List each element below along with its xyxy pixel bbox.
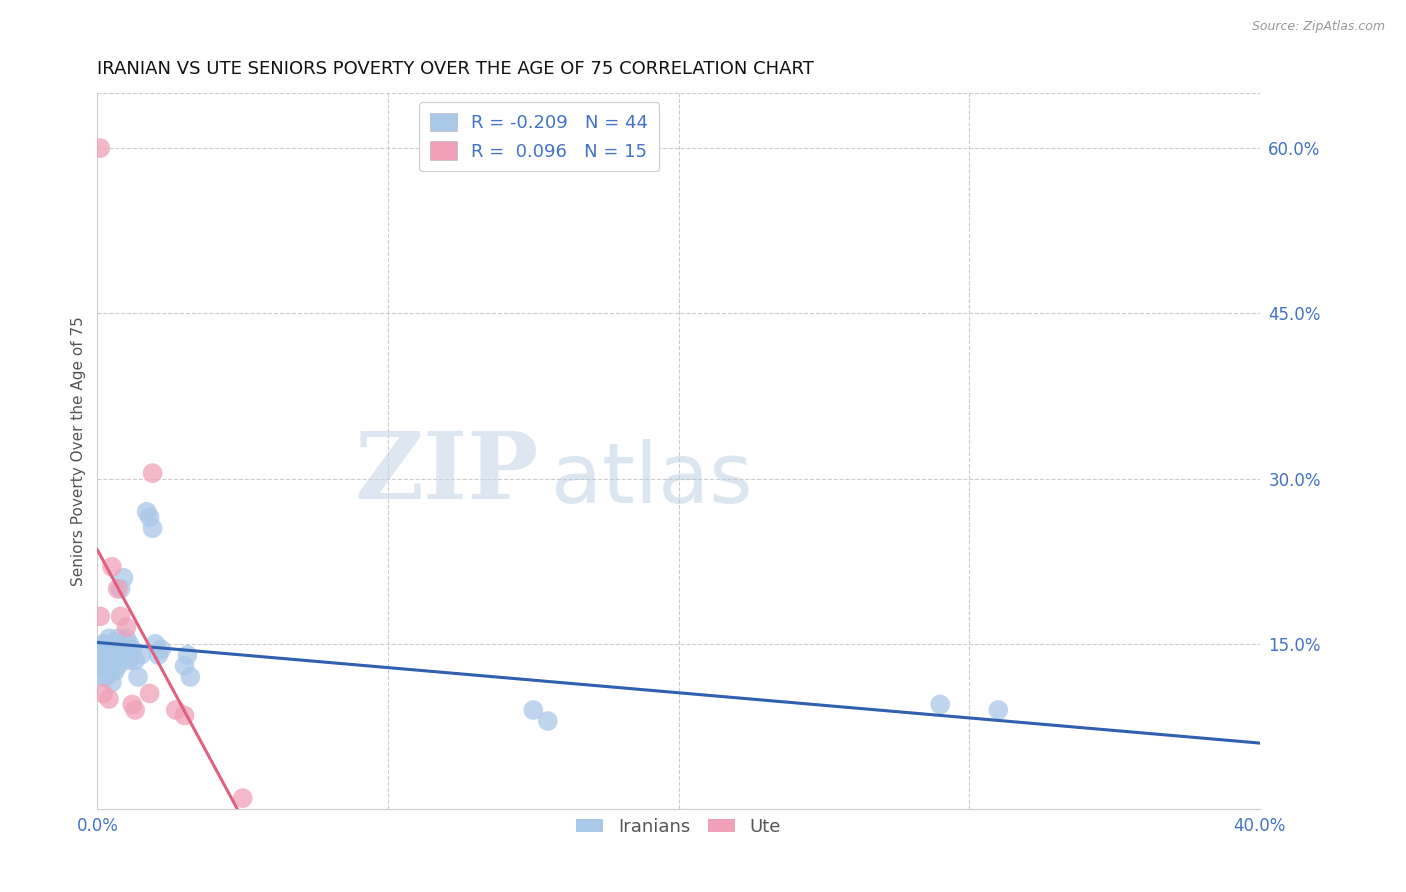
- Point: [110, 609, 132, 624]
- Point: [91, 648, 114, 662]
- Point: [115, 632, 138, 646]
- Point: [89, 141, 111, 155]
- Point: [129, 648, 152, 662]
- Point: [89, 609, 111, 624]
- Point: [179, 670, 201, 684]
- Point: [145, 637, 167, 651]
- Point: [537, 714, 560, 728]
- Text: Source: ZipAtlas.com: Source: ZipAtlas.com: [1251, 20, 1385, 33]
- Point: [110, 582, 132, 596]
- Point: [929, 698, 952, 712]
- Point: [98, 692, 121, 706]
- Point: [142, 466, 165, 480]
- Point: [176, 648, 198, 662]
- Point: [107, 582, 129, 596]
- Point: [112, 571, 135, 585]
- Point: [98, 659, 121, 673]
- Point: [150, 642, 173, 657]
- Point: [91, 659, 114, 673]
- Point: [142, 521, 165, 535]
- Point: [98, 648, 121, 662]
- Point: [173, 659, 195, 673]
- Point: [138, 510, 160, 524]
- Y-axis label: Seniors Poverty Over the Age of 75: Seniors Poverty Over the Age of 75: [72, 317, 86, 586]
- Point: [121, 698, 143, 712]
- Point: [522, 703, 544, 717]
- Text: IRANIAN VS UTE SENIORS POVERTY OVER THE AGE OF 75 CORRELATION CHART: IRANIAN VS UTE SENIORS POVERTY OVER THE …: [97, 60, 814, 78]
- Text: ZIP: ZIP: [354, 427, 538, 517]
- Point: [118, 637, 141, 651]
- Point: [101, 675, 124, 690]
- Point: [89, 659, 111, 673]
- Point: [91, 637, 114, 651]
- Point: [173, 708, 195, 723]
- Point: [165, 703, 187, 717]
- Point: [94, 637, 117, 651]
- Point: [148, 648, 170, 662]
- Text: atlas: atlas: [551, 439, 752, 520]
- Point: [94, 659, 117, 673]
- Point: [124, 703, 146, 717]
- Point: [232, 791, 254, 805]
- Point: [135, 505, 157, 519]
- Point: [104, 648, 127, 662]
- Point: [98, 632, 121, 646]
- Point: [91, 670, 114, 684]
- Point: [115, 620, 138, 634]
- Point: [107, 632, 129, 646]
- Point: [101, 642, 124, 657]
- Point: [94, 648, 117, 662]
- Point: [121, 642, 143, 657]
- Point: [987, 703, 1010, 717]
- Point: [107, 659, 129, 673]
- Point: [115, 648, 138, 662]
- Point: [89, 648, 111, 662]
- Point: [138, 686, 160, 700]
- Point: [94, 670, 117, 684]
- Point: [104, 665, 127, 679]
- Point: [118, 653, 141, 667]
- Legend: Iranians, Ute: Iranians, Ute: [569, 811, 789, 843]
- Point: [127, 670, 149, 684]
- Point: [101, 659, 124, 673]
- Point: [89, 642, 111, 657]
- Point: [91, 686, 114, 700]
- Point: [101, 559, 124, 574]
- Point: [124, 653, 146, 667]
